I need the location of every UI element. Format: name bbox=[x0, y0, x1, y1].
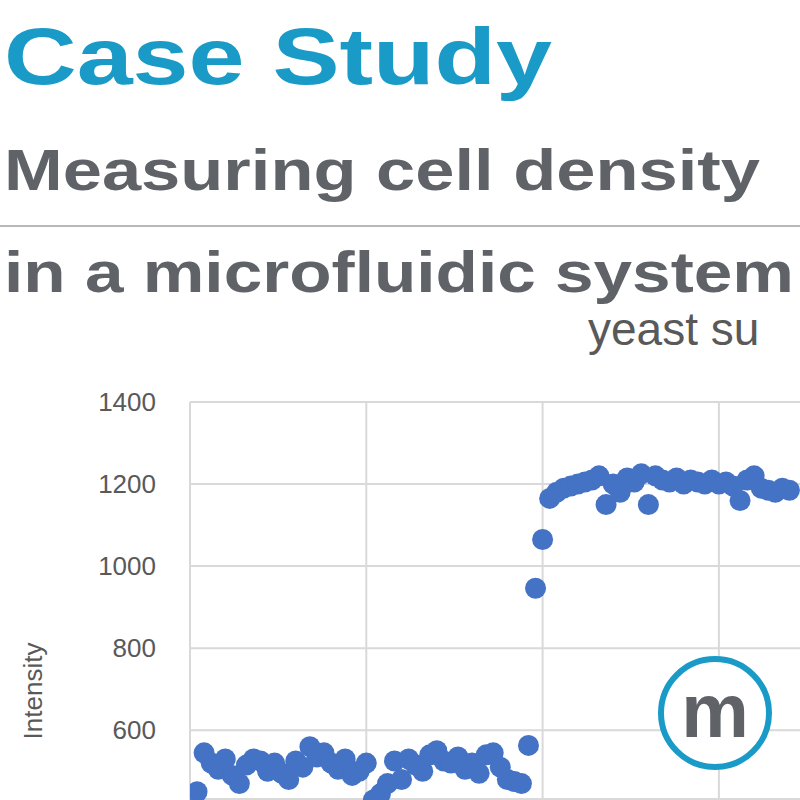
y-tick-label: 1200 bbox=[98, 469, 156, 499]
point bbox=[229, 773, 250, 794]
point bbox=[356, 753, 377, 774]
y-tick-label: 800 bbox=[113, 633, 156, 663]
y-grid-line bbox=[190, 647, 800, 649]
point bbox=[730, 490, 751, 511]
header-subtitle: in a microfluidic system bbox=[4, 239, 794, 304]
x-grid-line bbox=[365, 402, 367, 800]
header-rule bbox=[0, 225, 800, 227]
point bbox=[779, 480, 800, 501]
chart-title: yeast su bbox=[588, 303, 759, 355]
y-grid-line bbox=[190, 565, 800, 567]
logo-ring bbox=[661, 659, 769, 767]
y-axis-label: Intensity bbox=[18, 643, 48, 740]
x-grid-line bbox=[189, 402, 191, 800]
point bbox=[525, 578, 546, 599]
y-tick-label: 600 bbox=[113, 715, 156, 745]
point bbox=[190, 781, 208, 800]
x-grid-line bbox=[542, 402, 544, 800]
logo: m bbox=[661, 659, 769, 767]
y-tick-label: 1400 bbox=[98, 387, 156, 417]
plot-marks bbox=[190, 463, 800, 800]
x-axis-line bbox=[190, 798, 800, 800]
y-tick-label: 1000 bbox=[98, 551, 156, 581]
header-subtitle: Measuring cell density bbox=[4, 137, 760, 202]
page: Case Study Measuring cell density in a mic… bbox=[0, 0, 800, 800]
point bbox=[518, 735, 539, 756]
header-title: Case Study bbox=[4, 12, 553, 101]
point bbox=[638, 494, 659, 515]
point bbox=[532, 529, 553, 550]
y-grid-line bbox=[190, 401, 800, 403]
logo-text: m bbox=[681, 668, 749, 753]
y-axis-line bbox=[189, 402, 191, 800]
point bbox=[469, 763, 490, 784]
point bbox=[511, 773, 532, 794]
